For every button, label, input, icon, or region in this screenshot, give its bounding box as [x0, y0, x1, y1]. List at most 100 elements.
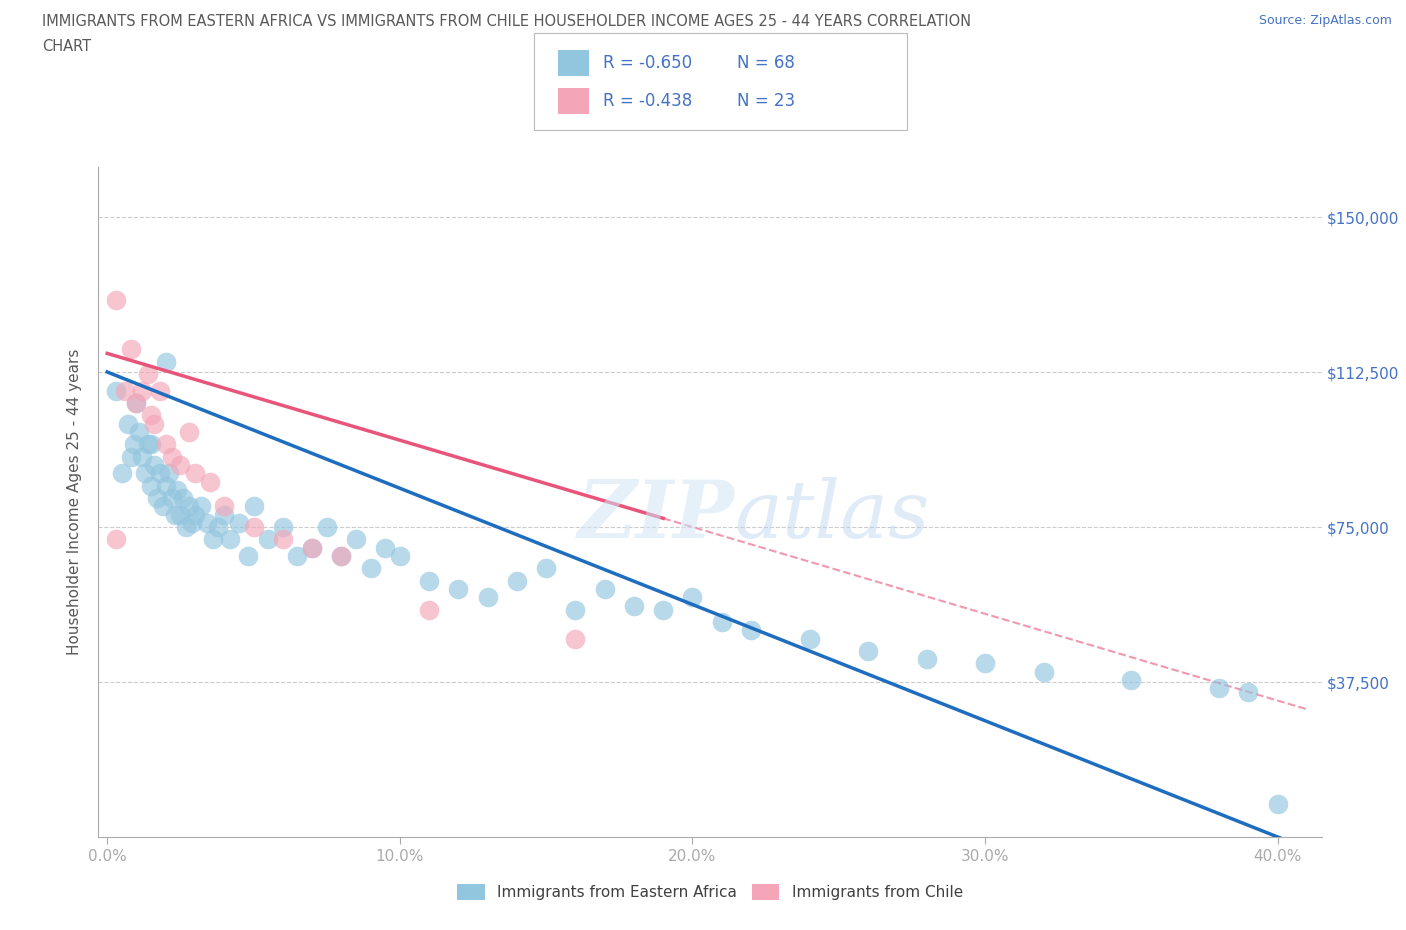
Point: [212, 507, 235, 522]
Point: [104, 532, 127, 547]
Point: [1121, 672, 1143, 687]
Point: [155, 478, 177, 493]
Point: [799, 631, 821, 646]
Point: [179, 424, 201, 439]
Point: [136, 437, 159, 452]
Point: [1237, 684, 1260, 699]
Point: [228, 515, 250, 530]
Point: [710, 615, 733, 630]
Point: [122, 437, 145, 452]
Point: [198, 474, 221, 489]
Text: IMMIGRANTS FROM EASTERN AFRICA VS IMMIGRANTS FROM CHILE HOUSEHOLDER INCOME AGES : IMMIGRANTS FROM EASTERN AFRICA VS IMMIGR…: [42, 14, 972, 29]
Text: R = -0.650: R = -0.650: [603, 54, 692, 73]
Point: [418, 603, 440, 618]
Text: CHART: CHART: [42, 39, 91, 54]
Point: [593, 581, 616, 596]
Point: [287, 549, 309, 564]
Point: [418, 573, 440, 588]
Text: N = 23: N = 23: [737, 92, 794, 111]
Point: [271, 532, 294, 547]
Point: [139, 437, 162, 452]
Point: [155, 437, 177, 452]
Point: [149, 466, 172, 481]
Point: [125, 395, 148, 410]
Point: [740, 623, 762, 638]
Point: [506, 573, 529, 588]
Point: [374, 540, 396, 555]
Point: [257, 532, 280, 547]
Point: [242, 498, 264, 513]
Point: [157, 466, 180, 481]
Point: [682, 590, 704, 604]
Point: [1032, 664, 1054, 679]
Point: [120, 342, 142, 357]
Point: [271, 520, 294, 535]
Point: [125, 395, 148, 410]
Legend: Immigrants from Eastern Africa, Immigrants from Chile: Immigrants from Eastern Africa, Immigran…: [451, 878, 969, 907]
Point: [301, 540, 323, 555]
Text: Source: ZipAtlas.com: Source: ZipAtlas.com: [1258, 14, 1392, 27]
Point: [915, 652, 938, 667]
Point: [623, 598, 645, 613]
Point: [477, 590, 499, 604]
Point: [184, 507, 207, 522]
Point: [160, 491, 183, 506]
Point: [104, 292, 127, 307]
Point: [169, 458, 191, 472]
Point: [236, 549, 259, 564]
Point: [315, 520, 337, 535]
Point: [184, 466, 207, 481]
Point: [134, 466, 156, 481]
Point: [344, 532, 367, 547]
Y-axis label: Householder Income Ages 25 - 44 years: Householder Income Ages 25 - 44 years: [67, 349, 83, 656]
Point: [136, 366, 159, 381]
Point: [181, 515, 204, 530]
Point: [163, 507, 186, 522]
Point: [143, 458, 166, 472]
Text: R = -0.438: R = -0.438: [603, 92, 692, 111]
Point: [149, 383, 172, 398]
Point: [564, 631, 586, 646]
Point: [534, 561, 557, 576]
Point: [179, 498, 201, 513]
Point: [131, 383, 153, 398]
Point: [155, 354, 177, 369]
Point: [139, 478, 162, 493]
Point: [146, 491, 169, 506]
Point: [166, 483, 188, 498]
Point: [174, 520, 197, 535]
Point: [330, 549, 353, 564]
Point: [201, 532, 224, 547]
Text: N = 68: N = 68: [737, 54, 794, 73]
Text: ZIP: ZIP: [578, 477, 734, 554]
Point: [117, 417, 139, 432]
Point: [152, 498, 174, 513]
Point: [564, 603, 586, 618]
Point: [1208, 681, 1230, 696]
Point: [131, 449, 153, 464]
Point: [169, 507, 191, 522]
Point: [388, 549, 411, 564]
Point: [652, 603, 675, 618]
Point: [219, 532, 242, 547]
Point: [330, 549, 353, 564]
Point: [190, 498, 212, 513]
Text: atlas: atlas: [734, 477, 929, 554]
Point: [242, 520, 264, 535]
Point: [111, 466, 134, 481]
Point: [212, 498, 235, 513]
Point: [104, 383, 127, 398]
Point: [301, 540, 323, 555]
Point: [120, 449, 142, 464]
Point: [172, 491, 194, 506]
Point: [160, 449, 183, 464]
Point: [139, 408, 162, 423]
Point: [974, 656, 997, 671]
Point: [360, 561, 382, 576]
Point: [1267, 796, 1289, 811]
Point: [447, 581, 470, 596]
Point: [143, 417, 166, 432]
Point: [195, 515, 218, 530]
Point: [128, 424, 150, 439]
Point: [856, 644, 879, 658]
